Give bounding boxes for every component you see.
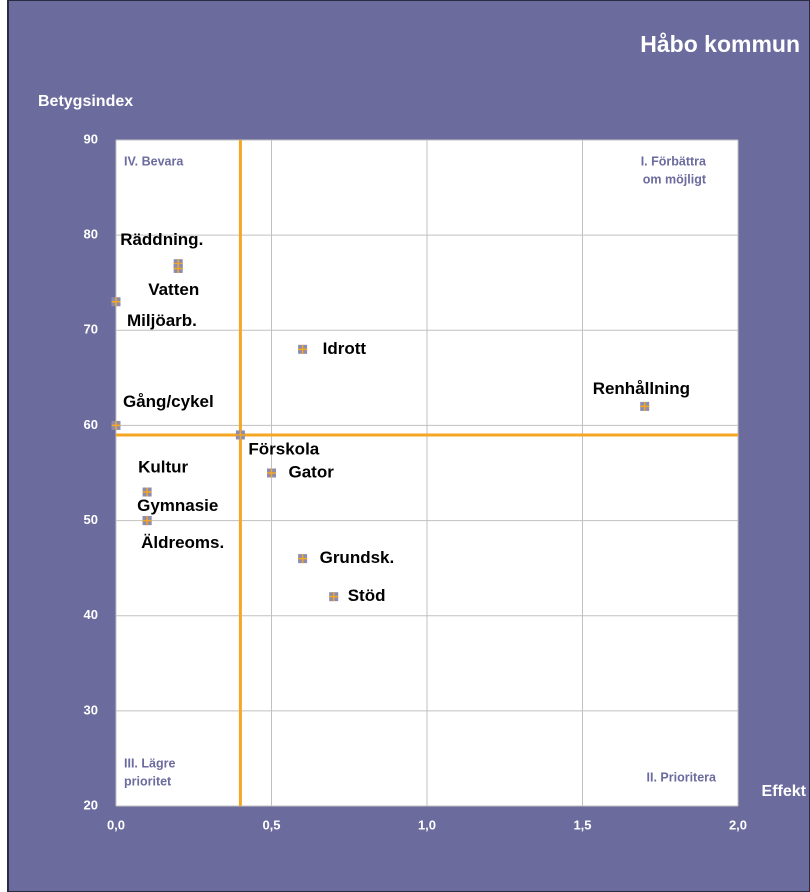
- quadrant-label: IV. Bevara: [124, 154, 184, 168]
- point-cross: [329, 592, 339, 602]
- point-label: Idrott: [323, 339, 367, 358]
- quadrant-label: II. Prioritera: [647, 770, 718, 784]
- point-cross: [235, 430, 245, 440]
- quadrant-label: III. Lägre: [124, 756, 175, 770]
- point-label: Äldreoms.: [141, 533, 224, 552]
- point-cross: [640, 401, 650, 411]
- point-label: Grundsk.: [320, 548, 395, 567]
- y-tick-label: 40: [84, 607, 98, 622]
- y-tick-label: 90: [84, 131, 98, 146]
- point-cross: [173, 263, 183, 273]
- point-label: Miljöarb.: [127, 311, 197, 330]
- y-tick-label: 70: [84, 322, 98, 337]
- y-tick-label: 30: [84, 702, 98, 717]
- point-label: Gymnasie: [137, 496, 218, 515]
- point-cross: [298, 344, 308, 354]
- x-axis-label: Effekt: [762, 783, 807, 800]
- y-tick-label: 50: [84, 512, 98, 527]
- y-axis-label: Betygsindex: [38, 93, 133, 110]
- point-cross: [298, 554, 308, 564]
- x-tick-label: 0,5: [262, 817, 280, 832]
- point-label: Förskola: [248, 439, 319, 458]
- point-label: Gång/cykel: [123, 392, 214, 411]
- quadrant-label: om möjligt: [643, 172, 707, 186]
- quadrant-label: prioritet: [124, 774, 172, 788]
- x-tick-label: 1,0: [418, 817, 436, 832]
- chart-title: Håbo kommun: [640, 31, 800, 57]
- point-label: Stöd: [348, 586, 386, 605]
- point-cross: [111, 297, 121, 307]
- point-label: Vatten: [148, 280, 199, 299]
- point-cross: [111, 420, 121, 430]
- x-tick-label: 0,0: [107, 817, 125, 832]
- point-label: Räddning.: [120, 230, 203, 249]
- point-label: Kultur: [138, 458, 188, 477]
- point-cross: [142, 487, 152, 497]
- point-cross: [267, 468, 276, 478]
- point-cross: [142, 516, 152, 526]
- quadrant-label: I. Förbättra: [641, 154, 707, 168]
- point-label: Renhållning: [593, 379, 690, 398]
- y-tick-label: 60: [84, 417, 98, 432]
- x-tick-label: 1,5: [573, 817, 591, 832]
- point-label: Gator: [289, 462, 335, 481]
- y-tick-label: 80: [84, 227, 98, 242]
- y-tick-label: 20: [84, 797, 98, 812]
- x-tick-label: 2,0: [729, 817, 747, 832]
